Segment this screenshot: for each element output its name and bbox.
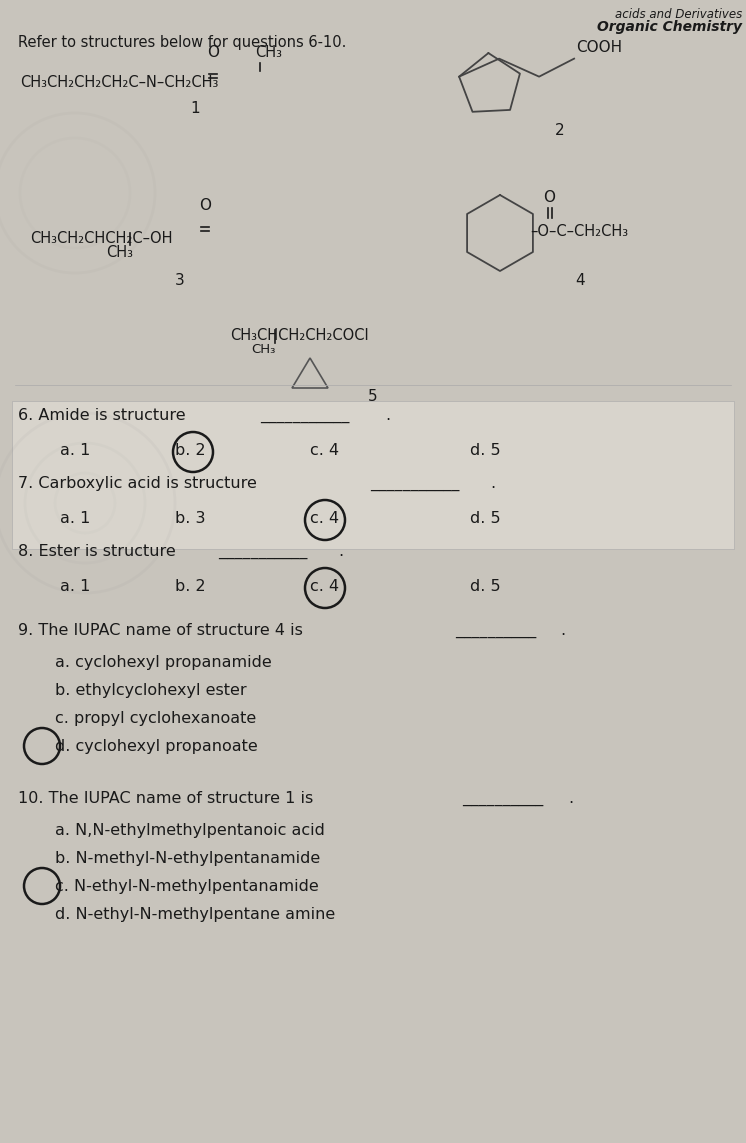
- Text: .: .: [568, 791, 573, 806]
- Text: CH₃CH₂CHCH₂C–OH: CH₃CH₂CHCH₂C–OH: [30, 231, 172, 246]
- Text: 4: 4: [575, 273, 585, 288]
- Text: a. 1: a. 1: [60, 443, 90, 458]
- Text: b. 3: b. 3: [175, 511, 205, 526]
- Text: 8. Ester is structure: 8. Ester is structure: [18, 544, 176, 559]
- Text: .: .: [490, 475, 495, 491]
- Text: a. 1: a. 1: [60, 511, 90, 526]
- Text: c. propyl cyclohexanoate: c. propyl cyclohexanoate: [55, 711, 256, 726]
- Text: ___________: ___________: [370, 475, 460, 491]
- Text: c. 4: c. 4: [310, 580, 339, 594]
- Text: c. 4: c. 4: [310, 443, 339, 458]
- Text: a. cyclohexyl propanamide: a. cyclohexyl propanamide: [55, 655, 272, 670]
- Text: a. N,N-ethylmethylpentanoic acid: a. N,N-ethylmethylpentanoic acid: [55, 823, 325, 838]
- Text: COOH: COOH: [576, 40, 622, 55]
- Text: .: .: [560, 623, 565, 638]
- Text: 1: 1: [190, 101, 200, 115]
- Text: acids and Derivatives: acids and Derivatives: [615, 8, 742, 21]
- Text: O: O: [543, 190, 555, 205]
- Text: 7. Carboxylic acid is structure: 7. Carboxylic acid is structure: [18, 475, 257, 491]
- Text: d. 5: d. 5: [470, 443, 501, 458]
- Text: __________: __________: [455, 623, 536, 638]
- Text: CH₃: CH₃: [255, 45, 282, 59]
- Text: 9. The IUPAC name of structure 4 is: 9. The IUPAC name of structure 4 is: [18, 623, 303, 638]
- Text: CH₃CHCH₂CH₂COCl: CH₃CHCH₂CH₂COCl: [230, 328, 369, 343]
- Text: –O–C–CH₂CH₃: –O–C–CH₂CH₃: [530, 224, 628, 239]
- Text: b. ethylcyclohexyl ester: b. ethylcyclohexyl ester: [55, 684, 247, 698]
- Text: d. 5: d. 5: [470, 580, 501, 594]
- Text: d. N-ethyl-N-methylpentane amine: d. N-ethyl-N-methylpentane amine: [55, 908, 335, 922]
- Text: ___________: ___________: [260, 408, 349, 423]
- Text: O: O: [199, 198, 211, 213]
- Text: b. 2: b. 2: [175, 580, 206, 594]
- FancyBboxPatch shape: [12, 401, 734, 549]
- Text: CH₃CH₂CH₂CH₂C–N–CH₂CH₃: CH₃CH₂CH₂CH₂C–N–CH₂CH₃: [20, 75, 219, 90]
- Text: 6. Amide is structure: 6. Amide is structure: [18, 408, 186, 423]
- Text: Refer to structures below for questions 6-10.: Refer to structures below for questions …: [18, 35, 346, 50]
- Text: a. 1: a. 1: [60, 580, 90, 594]
- Text: 5: 5: [369, 389, 377, 403]
- Text: c. 4: c. 4: [310, 511, 339, 526]
- Text: __________: __________: [462, 791, 543, 806]
- Text: CH₃: CH₃: [107, 245, 134, 259]
- Text: d. cyclohexyl propanoate: d. cyclohexyl propanoate: [55, 740, 258, 754]
- Text: O: O: [207, 45, 219, 59]
- Text: .: .: [338, 544, 343, 559]
- Text: 3: 3: [175, 273, 185, 288]
- Text: b. N-methyl-N-ethylpentanamide: b. N-methyl-N-ethylpentanamide: [55, 852, 320, 866]
- Text: CH₃: CH₃: [251, 343, 275, 355]
- Text: .: .: [385, 408, 390, 423]
- Text: d. 5: d. 5: [470, 511, 501, 526]
- Text: 2: 2: [555, 123, 565, 138]
- Text: c. N-ethyl-N-methylpentanamide: c. N-ethyl-N-methylpentanamide: [55, 879, 319, 894]
- Text: b. 2: b. 2: [175, 443, 206, 458]
- Text: 10. The IUPAC name of structure 1 is: 10. The IUPAC name of structure 1 is: [18, 791, 313, 806]
- Text: Organic Chemistry: Organic Chemistry: [597, 19, 742, 34]
- Text: ___________: ___________: [218, 544, 307, 559]
